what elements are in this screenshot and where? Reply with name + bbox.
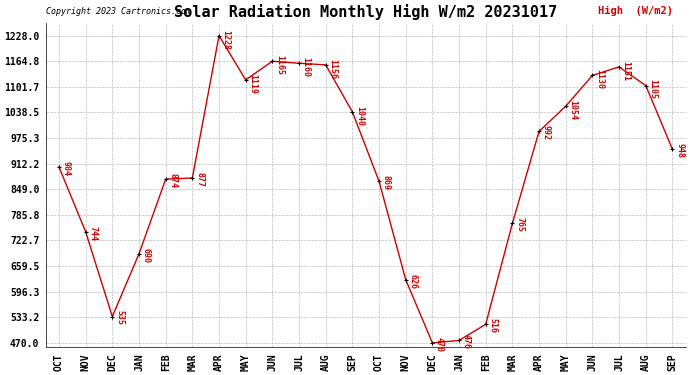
Point [293, 60, 304, 66]
Point [267, 58, 278, 64]
Point [133, 251, 144, 257]
Text: 1151: 1151 [622, 61, 631, 81]
Point [347, 109, 358, 115]
Point [160, 176, 171, 182]
Text: 948: 948 [675, 143, 684, 158]
Point [80, 229, 91, 235]
Point [240, 77, 251, 83]
Text: 1130: 1130 [595, 69, 604, 89]
Text: 516: 516 [489, 318, 497, 333]
Point [427, 340, 438, 346]
Point [400, 277, 411, 283]
Point [107, 314, 118, 320]
Text: 765: 765 [515, 217, 524, 232]
Point [453, 338, 464, 344]
Text: 1119: 1119 [248, 74, 257, 94]
Text: 869: 869 [382, 175, 391, 190]
Point [533, 128, 544, 134]
Point [507, 220, 518, 226]
Text: 992: 992 [542, 125, 551, 140]
Point [54, 164, 65, 170]
Text: 476: 476 [462, 334, 471, 350]
Point [213, 33, 224, 39]
Text: 1105: 1105 [649, 80, 658, 99]
Title: Solar Radiation Monthly High W/m2 20231017: Solar Radiation Monthly High W/m2 202310… [174, 4, 558, 20]
Point [667, 146, 678, 152]
Point [640, 82, 651, 88]
Text: 1160: 1160 [302, 57, 310, 77]
Text: Copyright 2023 Cartronics.com: Copyright 2023 Cartronics.com [46, 7, 190, 16]
Text: 1040: 1040 [355, 106, 364, 126]
Text: High  (W/m2): High (W/m2) [598, 6, 673, 16]
Text: 1165: 1165 [275, 55, 284, 75]
Point [187, 175, 198, 181]
Point [480, 321, 491, 327]
Text: 1156: 1156 [328, 59, 337, 79]
Point [373, 178, 384, 184]
Text: 877: 877 [195, 172, 204, 187]
Text: 874: 874 [168, 173, 177, 188]
Point [613, 64, 624, 70]
Text: 470: 470 [435, 337, 444, 352]
Text: 744: 744 [88, 226, 97, 241]
Text: 1054: 1054 [569, 100, 578, 120]
Point [320, 62, 331, 68]
Text: 535: 535 [115, 310, 124, 326]
Text: 626: 626 [408, 274, 417, 289]
Point [560, 103, 571, 109]
Text: 904: 904 [61, 161, 70, 176]
Text: 1228: 1228 [221, 30, 230, 50]
Point [587, 72, 598, 78]
Text: 690: 690 [141, 248, 150, 262]
